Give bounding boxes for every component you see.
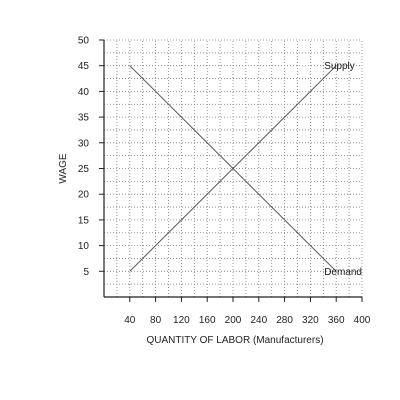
x-tick-label: 160 — [199, 315, 216, 326]
series-lines: Supply Demand — [129, 61, 362, 278]
demand-line — [129, 65, 337, 272]
x-tick-label: 320 — [302, 315, 319, 326]
y-tick-label: 30 — [78, 138, 90, 149]
x-tick-label: 360 — [328, 315, 345, 326]
y-tick-label: 40 — [78, 87, 90, 98]
y-tick-label: 50 — [78, 36, 90, 47]
x-tick-label: 400 — [354, 315, 371, 326]
x-axis-title: QUANTITY OF LABOR (Manufacturers) — [146, 335, 323, 346]
x-tick-label: 80 — [150, 315, 162, 326]
y-tick-label: 25 — [78, 164, 90, 175]
y-tick-label: 20 — [78, 190, 90, 201]
y-tick-label: 5 — [83, 267, 89, 278]
tick-labels: 40 80 120 160 200 240 280 320 360 400 5 10 15 20 25 30 3… — [78, 36, 371, 327]
y-tick-label: 15 — [78, 215, 90, 226]
x-tick-label: 40 — [124, 315, 136, 326]
grid-lines — [104, 39, 363, 297]
y-tick-label: 10 — [78, 241, 90, 252]
demand-label: Demand — [324, 267, 362, 278]
supply-label: Supply — [324, 61, 355, 72]
x-tick-label: 120 — [173, 315, 190, 326]
x-tick-label: 200 — [225, 315, 242, 326]
x-tick-label: 240 — [250, 315, 267, 326]
y-tick-label: 45 — [78, 61, 90, 72]
y-tick-label: 35 — [78, 113, 90, 124]
y-axis-title: WAGE — [58, 153, 69, 184]
x-tick-label: 280 — [276, 315, 293, 326]
